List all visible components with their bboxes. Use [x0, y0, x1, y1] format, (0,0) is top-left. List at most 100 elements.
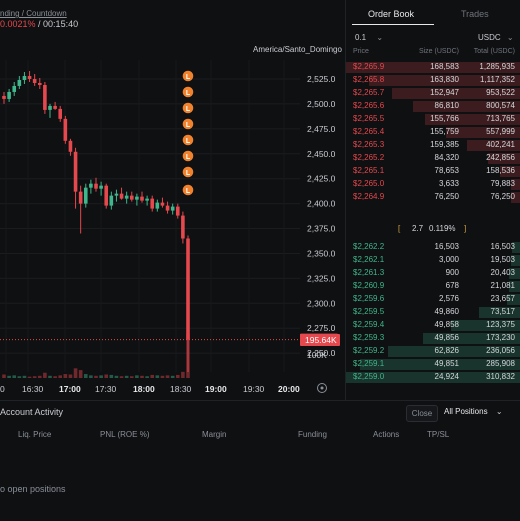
- account-activity-title[interactable]: Account Activity: [0, 407, 63, 417]
- column-margin[interactable]: Margin: [202, 430, 226, 439]
- ask-size: 155,759: [430, 127, 459, 136]
- candle-body: [104, 186, 108, 206]
- close-button[interactable]: Close: [406, 405, 438, 422]
- price-axis[interactable]: 2,525.02,500.02,475.02,450.02,425.02,400…: [307, 74, 336, 358]
- tab-trades[interactable]: Trades: [461, 9, 489, 19]
- currency-value: USDC: [478, 33, 501, 42]
- empty-positions-message: o open positions: [0, 484, 66, 494]
- ask-price: $2,265.4: [353, 127, 384, 136]
- candle-body: [69, 141, 73, 152]
- time-tick-label: 20:00: [278, 384, 300, 394]
- header-price: Price: [353, 48, 369, 55]
- column-funding[interactable]: Funding: [298, 430, 327, 439]
- order-marker[interactable]: L: [183, 151, 194, 162]
- volume-bar: [64, 374, 68, 378]
- column-actions[interactable]: Actions: [373, 430, 399, 439]
- order-marker[interactable]: L: [183, 119, 194, 130]
- candle: [2, 92, 6, 104]
- time-tick-label: 19:30: [243, 384, 265, 394]
- order-marker[interactable]: L: [183, 185, 194, 196]
- volume-bar: [125, 376, 129, 378]
- candle: [176, 204, 180, 219]
- bid-total: 23,657: [491, 294, 515, 303]
- candle-body: [150, 199, 154, 209]
- price-tick-label: 2,350.0: [307, 248, 336, 258]
- currency-select[interactable]: USDC ⌄: [478, 33, 514, 42]
- bid-price: $2,259.4: [353, 320, 384, 329]
- price-chart-panel[interactable]: nding / Countdown 0.0021% / 00:15:40 Ame…: [0, 0, 344, 400]
- order-book-panel: Order Book Trades 0.1 ⌄ USDC ⌄ Price Siz…: [345, 0, 520, 400]
- volume-bar: [140, 376, 144, 378]
- volume-bar: [58, 375, 62, 378]
- volume-bar: [69, 374, 73, 378]
- order-marker[interactable]: L: [183, 167, 194, 178]
- candle-body: [186, 239, 190, 340]
- volume-bar: [43, 373, 47, 378]
- candle: [130, 192, 134, 202]
- candle-body: [58, 109, 62, 119]
- candle-body: [33, 79, 37, 83]
- volume-bar: [48, 376, 52, 378]
- settings-icon[interactable]: [318, 384, 327, 393]
- tick-size-value: 0.1: [355, 33, 366, 42]
- candle: [53, 102, 57, 110]
- column-pnl[interactable]: PNL (ROE %): [100, 430, 150, 439]
- order-marker[interactable]: L: [183, 71, 194, 82]
- bid-size: 49,851: [435, 359, 459, 368]
- candle-body: [28, 76, 32, 79]
- column-tp-sl[interactable]: TP/SL: [427, 430, 449, 439]
- candle-body: [53, 106, 57, 109]
- bid-size: 62,826: [435, 346, 459, 355]
- ask-price: $2,264.9: [353, 192, 384, 201]
- bid-price: $2,259.6: [353, 294, 384, 303]
- candle-body: [43, 85, 47, 110]
- ask-size: 159,385: [430, 140, 459, 149]
- order-marker[interactable]: L: [183, 87, 194, 98]
- time-tick-label: 16:30: [22, 384, 44, 394]
- bid-price: $2,259.0: [353, 372, 384, 381]
- column-liq-price[interactable]: Liq. Price: [18, 430, 51, 439]
- bid-total: 21,081: [491, 281, 515, 290]
- candle: [89, 180, 93, 194]
- volume-bar: [18, 376, 22, 378]
- candle: [18, 76, 22, 89]
- ask-total: 800,574: [486, 101, 515, 110]
- bid-total: 123,375: [486, 320, 515, 329]
- order-marker[interactable]: L: [183, 103, 194, 114]
- order-marker[interactable]: L: [183, 135, 194, 146]
- tick-size-select[interactable]: 0.1 ⌄: [355, 33, 383, 42]
- bid-price: $2,259.5: [353, 307, 384, 316]
- candle: [110, 192, 114, 210]
- price-tick-label: 2,475.0: [307, 124, 336, 134]
- all-positions-select[interactable]: All Positions ⌄: [444, 407, 503, 416]
- volume-bar: [150, 375, 154, 378]
- spread-value: 2.7: [412, 224, 423, 233]
- active-tab-indicator: [352, 24, 434, 25]
- tab-order-book[interactable]: Order Book: [368, 9, 414, 19]
